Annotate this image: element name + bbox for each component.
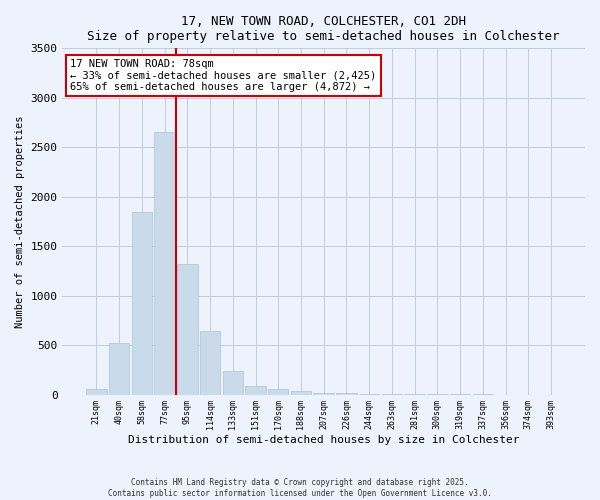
Bar	[154, 132, 175, 394]
Bar	[313, 392, 334, 394]
Bar	[291, 391, 311, 394]
Title: 17, NEW TOWN ROAD, COLCHESTER, CO1 2DH
Size of property relative to semi-detache: 17, NEW TOWN ROAD, COLCHESTER, CO1 2DH S…	[88, 15, 560, 43]
Text: 17 NEW TOWN ROAD: 78sqm
← 33% of semi-detached houses are smaller (2,425)
65% of: 17 NEW TOWN ROAD: 78sqm ← 33% of semi-de…	[70, 58, 377, 92]
Bar	[131, 212, 152, 394]
Bar	[245, 386, 266, 394]
Y-axis label: Number of semi-detached properties: Number of semi-detached properties	[15, 115, 25, 328]
Bar	[268, 389, 289, 394]
Bar	[86, 388, 107, 394]
Text: Contains HM Land Registry data © Crown copyright and database right 2025.
Contai: Contains HM Land Registry data © Crown c…	[108, 478, 492, 498]
Bar	[109, 343, 130, 394]
X-axis label: Distribution of semi-detached houses by size in Colchester: Distribution of semi-detached houses by …	[128, 435, 520, 445]
Bar	[223, 371, 243, 394]
Bar	[200, 332, 220, 394]
Bar	[177, 264, 197, 394]
